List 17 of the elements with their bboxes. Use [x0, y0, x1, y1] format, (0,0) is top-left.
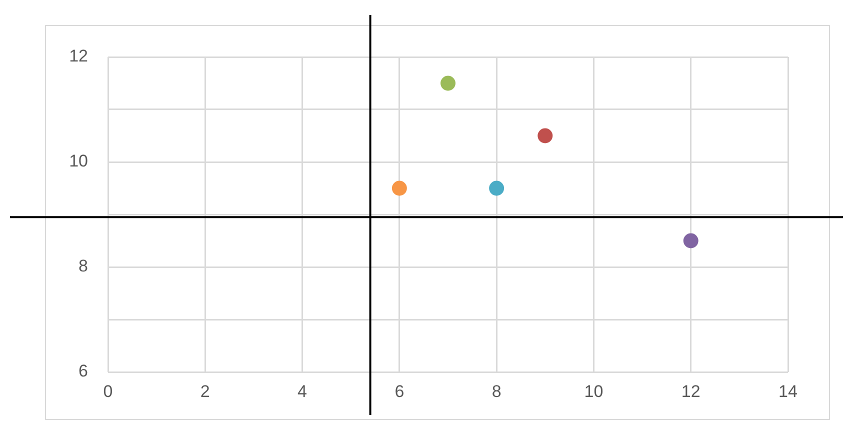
x-tick-label: 8	[492, 382, 502, 401]
x-tick-label: 12	[681, 382, 700, 401]
x-tick-label: 2	[200, 382, 210, 401]
y-tick-label: 8	[78, 256, 88, 276]
x-tick-label: 4	[298, 382, 308, 401]
y-tick-label: 6	[78, 362, 88, 381]
point	[392, 180, 407, 196]
x-tick-label: 14	[778, 382, 798, 401]
point	[440, 76, 456, 91]
point	[489, 180, 504, 196]
point	[683, 233, 698, 248]
point	[538, 128, 553, 144]
x-tick-label: 10	[584, 382, 604, 401]
y-tick-label: 10	[69, 152, 88, 171]
y-tick-label: 12	[69, 46, 88, 66]
x-tick-label: 6	[394, 382, 404, 401]
x-tick-label: 0	[103, 382, 113, 401]
